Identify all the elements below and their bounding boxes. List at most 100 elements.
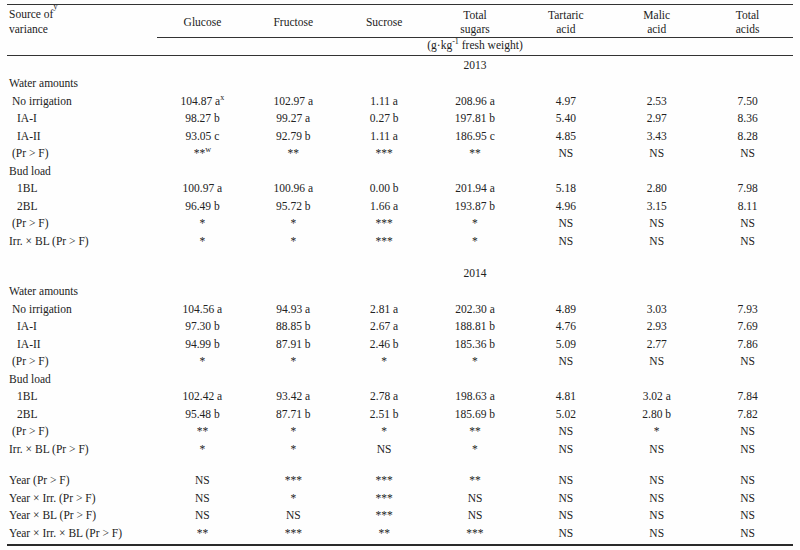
table-cell: *: [248, 423, 339, 441]
table-cell: 202.30 a: [430, 301, 521, 319]
table-row: Bud load: [7, 163, 793, 181]
table-cell: [157, 283, 248, 301]
table-cell: 7.98: [702, 180, 793, 198]
table-cell: NS: [157, 472, 248, 490]
table-cell: 4.85: [520, 128, 611, 146]
table-cell: 2.46 b: [339, 336, 430, 354]
table-cell: NS: [520, 525, 611, 543]
table-cell: 2.53: [611, 93, 702, 111]
table-cell: **: [248, 145, 339, 163]
row-label: Water amounts: [7, 75, 157, 93]
table-cell: NS: [702, 525, 793, 543]
row-label: 1BL: [7, 180, 157, 198]
table-cell: 8.28: [702, 128, 793, 146]
table-cell: [611, 75, 702, 93]
table-row: 2BL96.49 b95.72 b1.66 a193.87 b4.963.158…: [7, 198, 793, 216]
table-cell: NS: [702, 233, 793, 251]
table-cell: [702, 283, 793, 301]
table-cell: NS: [702, 441, 793, 459]
table-cell: NS: [339, 441, 430, 459]
table-cell: 8.11: [702, 198, 793, 216]
table-row: Bud load: [7, 371, 793, 389]
table-cell: 3.43: [611, 128, 702, 146]
row-label: 2BL: [7, 406, 157, 424]
source-of-variance-label: Source of variance: [9, 7, 53, 36]
table-row: Year × BL (Pr > F)NSNS***NSNSNSNS: [7, 507, 793, 525]
table-cell: *: [339, 423, 430, 441]
table-cell: [611, 371, 702, 389]
table-cell: 4.81: [520, 388, 611, 406]
table-cell: NS: [702, 490, 793, 508]
table-cell: 0.00 b: [339, 180, 430, 198]
table-cell: 95.72 b: [248, 198, 339, 216]
table-cell: [339, 163, 430, 181]
table-cell: 87.91 b: [248, 336, 339, 354]
table-cell: 188.81 b: [430, 318, 521, 336]
table-cell: 4.89: [520, 301, 611, 319]
table-cell: 97.30 b: [157, 318, 248, 336]
table-cell: 96.49 b: [157, 198, 248, 216]
unit-row: (g·kg-1 fresh weight): [7, 38, 793, 55]
row-label: (Pr > F): [7, 215, 157, 233]
source-of-variance-header: Source of variancey: [7, 5, 157, 38]
table-row: IA-II94.99 b87.91 b2.46 b185.36 b5.092.7…: [7, 336, 793, 354]
table-cell: NS: [520, 423, 611, 441]
table-cell: 8.36: [702, 110, 793, 128]
row-label: No irrigation: [7, 301, 157, 319]
table-cell: 208.96 a: [430, 93, 521, 111]
table-cell: [157, 75, 248, 93]
table-row: (Pr > F)******NS*NS: [7, 423, 793, 441]
paper-table-page: Source of variancey Glucose Fructose Suc…: [0, 0, 800, 550]
table-cell: 185.69 b: [430, 406, 521, 424]
table-cell: 7.82: [702, 406, 793, 424]
table-cell: NS: [430, 490, 521, 508]
table-cell: [430, 163, 521, 181]
table-cell: NS: [611, 490, 702, 508]
table-cell: **: [157, 525, 248, 543]
table-cell: ***: [248, 525, 339, 543]
table-cell: [339, 371, 430, 389]
table-cell: [339, 75, 430, 93]
row-label: (Pr > F): [7, 145, 157, 163]
table-cell: *: [430, 233, 521, 251]
row-label: (Pr > F): [7, 423, 157, 441]
col-header-fructose: Fructose: [248, 5, 339, 38]
table-cell: 100.96 a: [248, 180, 339, 198]
col-header-total-acids: Total acids: [702, 5, 793, 38]
row-label: IA-II: [7, 128, 157, 146]
table-cell: 2.97: [611, 110, 702, 128]
table-row: (Pr > F)**w*******NSNSNS: [7, 145, 793, 163]
table-cell: 3.15: [611, 198, 702, 216]
table-cell: 5.02: [520, 406, 611, 424]
table-cell: 7.69: [702, 318, 793, 336]
table-row: Year (Pr > F)NS********NSNSNS: [7, 472, 793, 490]
table-cell: 100.97 a: [157, 180, 248, 198]
table-cell: *: [611, 423, 702, 441]
year-caption-row: 2014: [7, 264, 793, 283]
table-row: 1BL102.42 a93.42 a2.78 a198.63 a4.813.02…: [7, 388, 793, 406]
table-cell: [430, 283, 521, 301]
table-cell: 93.05 c: [157, 128, 248, 146]
table-cell: **: [430, 145, 521, 163]
table-cell: 88.85 b: [248, 318, 339, 336]
table-cell: 2.51 b: [339, 406, 430, 424]
table-cell: 104.56 a: [157, 301, 248, 319]
section-gap: [7, 250, 793, 264]
table-cell: 4.96: [520, 198, 611, 216]
table-cell: NS: [520, 353, 611, 371]
table-cell: 99.27 a: [248, 110, 339, 128]
table-cell: ***: [339, 472, 430, 490]
table-cell: NS: [702, 507, 793, 525]
table-cell: NS: [520, 472, 611, 490]
table-cell: ***: [339, 233, 430, 251]
table-cell: 98.27 b: [157, 110, 248, 128]
table-cell: 1.11 a: [339, 93, 430, 111]
table-cell: ***: [339, 215, 430, 233]
table-cell: NS: [520, 507, 611, 525]
table-cell: 7.86: [702, 336, 793, 354]
table-cell: 2.67 a: [339, 318, 430, 336]
table-cell: 0.27 b: [339, 110, 430, 128]
table-cell: 94.93 a: [248, 301, 339, 319]
table-cell: [520, 371, 611, 389]
table-cell: NS: [702, 353, 793, 371]
